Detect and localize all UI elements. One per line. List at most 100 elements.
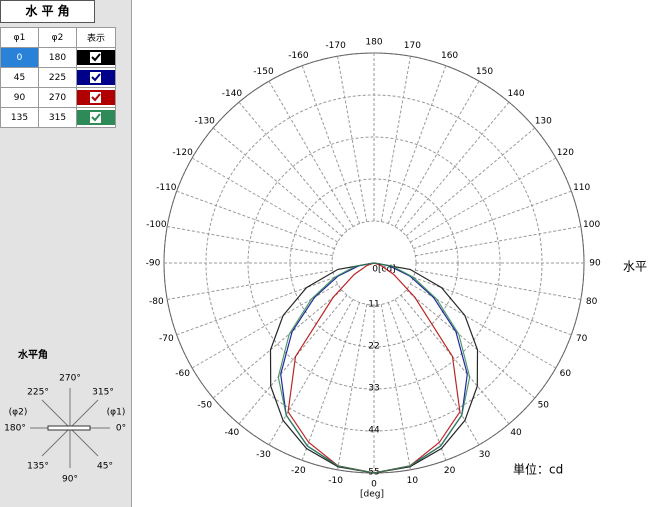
show-cell xyxy=(76,107,116,128)
diagram-label: 225° xyxy=(27,388,49,398)
grid-spoke xyxy=(405,289,536,399)
theta-tick-label: 150 xyxy=(476,67,493,77)
theta-tick-label: -140 xyxy=(222,89,243,99)
theta-tick-label: 160 xyxy=(441,51,458,61)
grid-spoke xyxy=(400,294,510,425)
theta-tick-label: -40 xyxy=(225,428,240,438)
theta-tick-label: 30 xyxy=(479,450,491,460)
theta-tick-label: -10 xyxy=(328,476,343,486)
grid-spoke xyxy=(212,289,343,399)
grid-spoke xyxy=(387,302,447,461)
angle-table: φ1 φ2 表示 0 180 45 225 90 270 135 315 xyxy=(0,27,116,128)
theta-tick-label: 50 xyxy=(538,401,550,411)
grid-spoke xyxy=(380,304,411,470)
theta-tick-label: -150 xyxy=(253,67,274,77)
table-row: 135 315 xyxy=(0,107,116,128)
grid-spoke xyxy=(400,101,510,232)
theta-tick-label: 80 xyxy=(586,297,598,307)
diagram-label: 45° xyxy=(97,462,113,472)
theta-tick-label: -110 xyxy=(156,183,177,193)
show-cell xyxy=(76,47,116,68)
theta-tick-label: 20 xyxy=(444,466,456,476)
theta-tick-label: 170 xyxy=(404,41,421,51)
theta-tick-label: -130 xyxy=(194,116,215,126)
theta-tick-label: -90 xyxy=(146,259,161,269)
theta-tick-label: 100 xyxy=(583,220,600,230)
table-cell: 135 xyxy=(0,107,39,128)
theta-tick-label: -60 xyxy=(175,369,190,379)
theta-tick-label: 130 xyxy=(535,116,552,126)
theta-tick-label: -20 xyxy=(291,466,306,476)
grid-spoke xyxy=(405,127,536,237)
grid-spoke xyxy=(301,302,361,461)
diagram-label: (φ1) xyxy=(107,408,126,418)
chart: -170-160-150-140-130-120-110-100-90-80-7… xyxy=(146,38,647,500)
series-line xyxy=(277,262,471,474)
grid-spoke xyxy=(191,157,338,243)
theta-tick-label: 40 xyxy=(510,428,522,438)
diagram-label: 0° xyxy=(116,424,126,434)
grid-spoke xyxy=(337,56,368,222)
side-panel: 水 平 角 φ1 φ2 表示 0 180 45 225 90 270 135 315 水平角 270… xyxy=(0,0,132,507)
show-checkbox[interactable] xyxy=(77,90,115,105)
theta-tick-label: 0 xyxy=(371,480,377,490)
theta-tick-label: -170 xyxy=(325,41,346,51)
r-tick-label: 0[cd] xyxy=(372,265,395,275)
grid-spoke xyxy=(212,127,343,237)
r-tick-label: 33 xyxy=(368,384,379,394)
show-checkbox[interactable] xyxy=(77,70,115,85)
panel-title: 水 平 角 xyxy=(0,0,95,23)
grid-spoke xyxy=(176,190,335,250)
diagram-label: (φ2) xyxy=(9,408,28,418)
theta-tick-label: -30 xyxy=(256,450,271,460)
grid-spoke xyxy=(410,157,557,243)
diagram-label: 135° xyxy=(27,462,49,472)
diagram-label: 270° xyxy=(59,374,81,384)
grid-spoke xyxy=(413,190,572,250)
grid-spoke xyxy=(413,276,572,336)
theta-tick-label: -50 xyxy=(197,401,212,411)
grid-spoke xyxy=(268,299,354,446)
header-cell: 表示 xyxy=(76,27,116,48)
axis-title: 水平 xyxy=(623,260,647,274)
angle-diagram: 水平角 270° 225° 315° (φ2) (φ1) 180° 0° 135° 45° 90° xyxy=(4,348,126,485)
grid-spoke xyxy=(415,226,581,257)
show-checkbox[interactable] xyxy=(77,50,115,65)
table-row: 0 180 xyxy=(0,47,116,68)
grid-spoke xyxy=(394,299,480,446)
theta-tick-label: 70 xyxy=(576,334,588,344)
r-tick-label: 11 xyxy=(368,300,379,310)
grid-spoke xyxy=(167,269,333,300)
theta-tick-label: 10 xyxy=(407,476,419,486)
luminaire xyxy=(47,425,91,431)
header-row: φ1 φ2 表示 xyxy=(0,27,116,48)
grid-spoke xyxy=(394,80,480,227)
table-row: 45 225 xyxy=(0,67,116,88)
diagram-label: 315° xyxy=(92,388,114,398)
grid-spoke xyxy=(387,65,447,224)
diagram-title: 水平角 xyxy=(17,348,48,361)
r-tick-label: 22 xyxy=(368,342,379,352)
theta-tick-label: -80 xyxy=(149,297,164,307)
show-checkbox[interactable] xyxy=(77,110,115,125)
grid-spoke xyxy=(238,101,348,232)
table-row: 90 270 xyxy=(0,87,116,108)
theta-tick-label: 90 xyxy=(589,259,601,269)
theta-tick-label: -70 xyxy=(159,334,174,344)
grid-spoke xyxy=(337,304,368,470)
theta-axis-label: [deg] xyxy=(360,490,384,500)
theta-tick-label: 110 xyxy=(573,183,590,193)
theta-tick-label: 180 xyxy=(365,38,382,48)
theta-tick-label: -160 xyxy=(288,51,309,61)
theta-tick-label: -100 xyxy=(146,220,167,230)
diagram-label: 180° xyxy=(4,424,26,434)
theta-tick-label: -120 xyxy=(172,148,193,158)
grid-spoke xyxy=(268,80,354,227)
grid-spoke xyxy=(380,56,411,222)
theta-tick-label: 140 xyxy=(507,89,524,99)
grid-spoke xyxy=(301,65,361,224)
unit-label: 単位：cd xyxy=(513,462,563,477)
diagram-label: 90° xyxy=(62,475,78,485)
grid-ring xyxy=(247,136,501,390)
